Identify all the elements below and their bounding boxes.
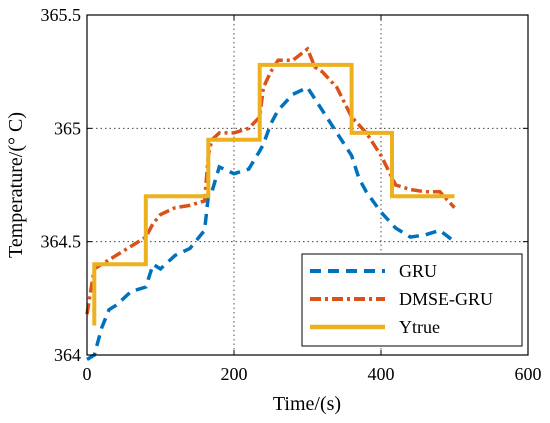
series-line-ytrue [92, 62, 455, 326]
x-tick-label: 600 [515, 364, 542, 384]
legend-label-dmse-gru: DMSE-GRU [399, 289, 493, 309]
legend-label-gru: GRU [399, 261, 437, 281]
ticks: 0 200 400 600 364 364.5 365 365.5 [41, 5, 542, 384]
y-tick-label: 365 [54, 118, 81, 138]
legend: GRU DMSE-GRU Ytrue [301, 253, 523, 347]
x-tick-label: 400 [368, 364, 395, 384]
series-line-gru [86, 85, 456, 361]
y-tick-label: 365.5 [41, 5, 82, 25]
y-axis-label: Temperature/(° C) [5, 112, 27, 258]
plot-frame [86, 14, 529, 356]
x-tick-label: 0 [83, 364, 92, 384]
legend-label-ytrue: Ytrue [399, 317, 440, 337]
y-tick-label: 364.5 [41, 232, 82, 252]
y-tick-label: 364 [54, 345, 81, 365]
series-line-dmse-gru [85, 46, 456, 315]
x-axis-label: Time/(s) [273, 393, 341, 415]
x-tick-label: 200 [221, 364, 248, 384]
series-layer [85, 46, 456, 361]
grid [87, 15, 528, 355]
